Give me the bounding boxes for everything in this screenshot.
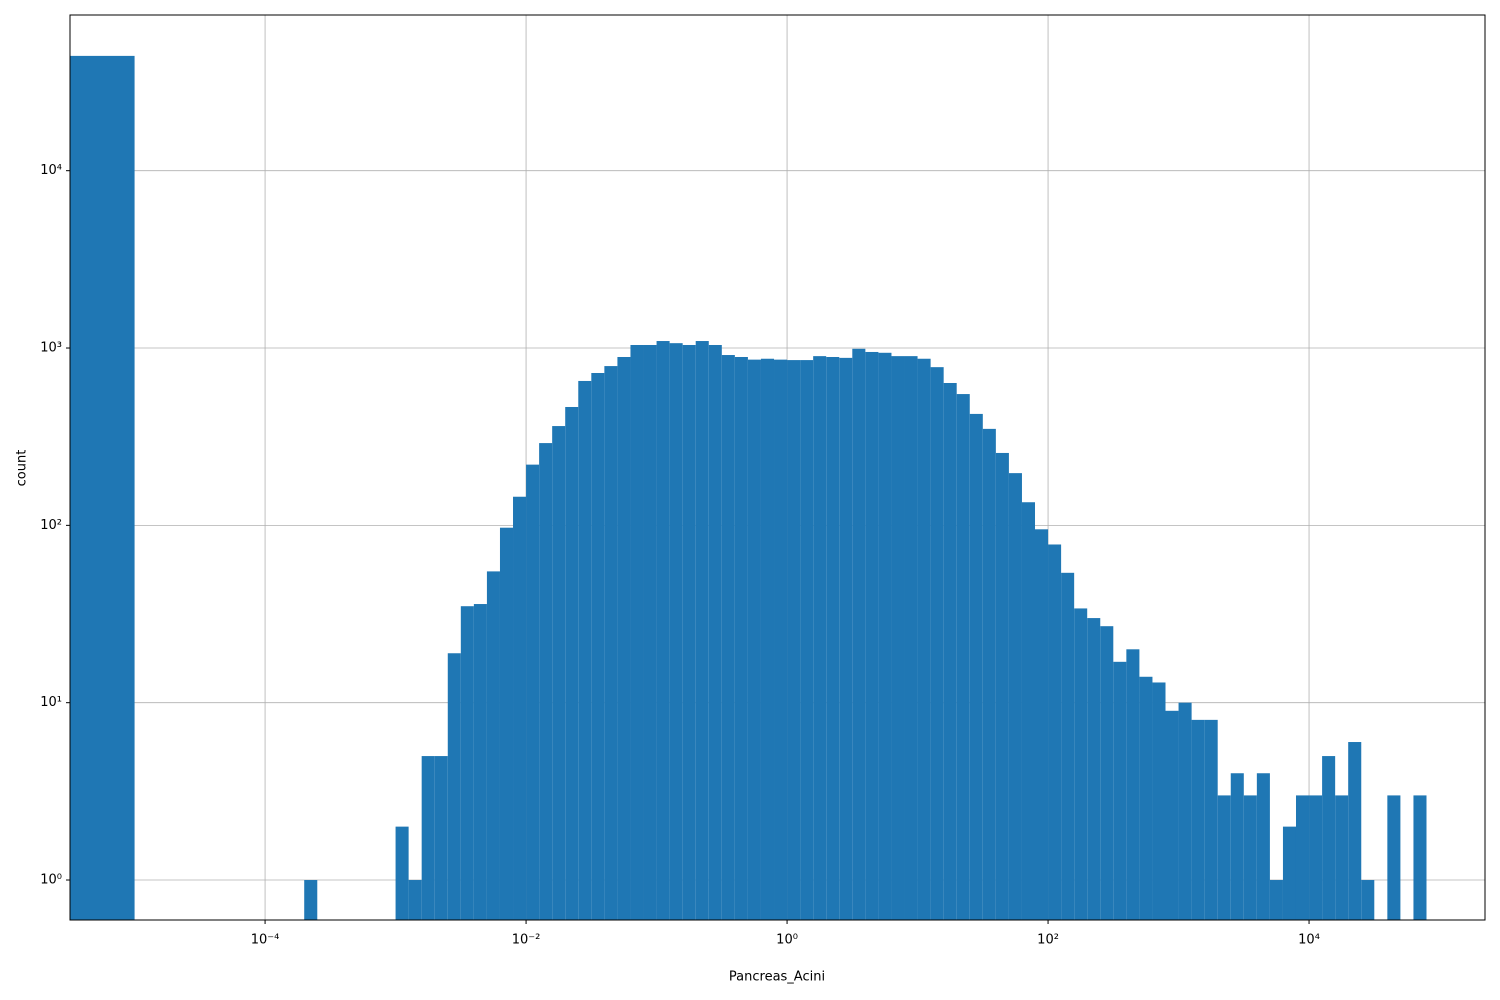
bar — [943, 382, 957, 920]
x-tick-label: 10⁴ — [1298, 933, 1320, 948]
x-tick-label: 10² — [1037, 933, 1059, 948]
bar — [813, 356, 827, 920]
bar-layer — [70, 55, 1427, 920]
bar — [1217, 795, 1231, 920]
bar — [604, 366, 618, 920]
bar — [1361, 880, 1375, 920]
bar — [1139, 676, 1153, 920]
bar — [617, 356, 631, 920]
bar — [486, 571, 500, 920]
bar — [734, 356, 748, 920]
bar — [1191, 719, 1205, 920]
bar — [460, 606, 474, 920]
bar — [1074, 608, 1088, 920]
bar — [1165, 710, 1179, 920]
y-axis-label: count — [15, 450, 30, 487]
bar — [473, 604, 487, 920]
y-tick-label: 10² — [40, 518, 62, 533]
bar — [669, 343, 683, 920]
bar — [447, 653, 461, 920]
x-axis-label: Pancreas_Acini — [729, 970, 825, 985]
bar — [721, 355, 735, 920]
x-tick-label: 10⁰ — [776, 933, 798, 948]
bar — [852, 348, 866, 920]
bar — [1061, 572, 1075, 920]
bar — [656, 341, 670, 920]
plot-frame — [69, 14, 1486, 921]
bar — [1230, 773, 1244, 920]
bar — [826, 356, 840, 920]
bar — [1204, 719, 1218, 920]
bar — [513, 496, 527, 920]
bar — [969, 413, 983, 920]
bar — [1335, 795, 1349, 920]
bar — [395, 826, 409, 920]
tick-layer: 10⁻⁴ 10⁻² 10⁰ 10² 10⁴ 10⁰ 10¹ 10² 10³ 10⁴ — [40, 163, 1320, 947]
y-tick-label: 10⁴ — [40, 163, 62, 178]
bar — [539, 443, 553, 920]
bar — [982, 428, 996, 920]
bar — [760, 358, 775, 920]
bar — [1021, 502, 1036, 920]
y-tick-label: 10³ — [40, 341, 62, 356]
bar — [747, 359, 761, 920]
bar — [1256, 773, 1270, 920]
bar — [643, 344, 657, 920]
bar — [1295, 795, 1310, 920]
bar — [956, 394, 970, 920]
bar — [408, 880, 422, 920]
y-tick-label: 10¹ — [40, 695, 62, 710]
bar — [1243, 795, 1257, 920]
bar — [878, 352, 892, 920]
bar — [1113, 661, 1127, 920]
bar — [1035, 529, 1049, 920]
bar — [904, 356, 918, 920]
bar — [1322, 756, 1336, 920]
bar — [1387, 795, 1401, 920]
bar — [565, 406, 579, 920]
bar — [1087, 618, 1101, 920]
bar — [865, 351, 879, 920]
bar — [1413, 795, 1427, 920]
bar — [552, 426, 566, 920]
bar — [800, 360, 814, 920]
bar — [1008, 473, 1022, 920]
bar — [1348, 742, 1362, 920]
bar — [70, 55, 135, 920]
x-tick-label: 10⁻⁴ — [251, 933, 280, 948]
bar — [1178, 702, 1192, 920]
y-tick-label: 10⁰ — [40, 873, 62, 888]
bar — [682, 344, 696, 920]
bar — [1126, 649, 1140, 920]
bar — [930, 367, 944, 920]
bar — [1100, 626, 1114, 920]
bar — [1309, 795, 1323, 920]
bar — [917, 358, 931, 920]
bar — [1048, 544, 1062, 920]
bar — [708, 344, 722, 920]
bar — [774, 359, 788, 920]
bar — [995, 452, 1009, 920]
bar — [591, 372, 605, 920]
bar — [1269, 880, 1283, 920]
bar — [434, 756, 448, 920]
bar — [839, 357, 853, 920]
bar — [787, 360, 801, 920]
bar — [1282, 826, 1296, 920]
x-tick-label: 10⁻² — [512, 933, 541, 948]
bar — [421, 756, 435, 920]
bar — [695, 341, 709, 920]
bar — [578, 380, 592, 920]
bar — [526, 464, 540, 920]
bar — [499, 527, 514, 920]
bar — [1152, 682, 1166, 920]
bar — [630, 344, 644, 920]
bar — [304, 880, 318, 920]
bar — [891, 356, 905, 920]
